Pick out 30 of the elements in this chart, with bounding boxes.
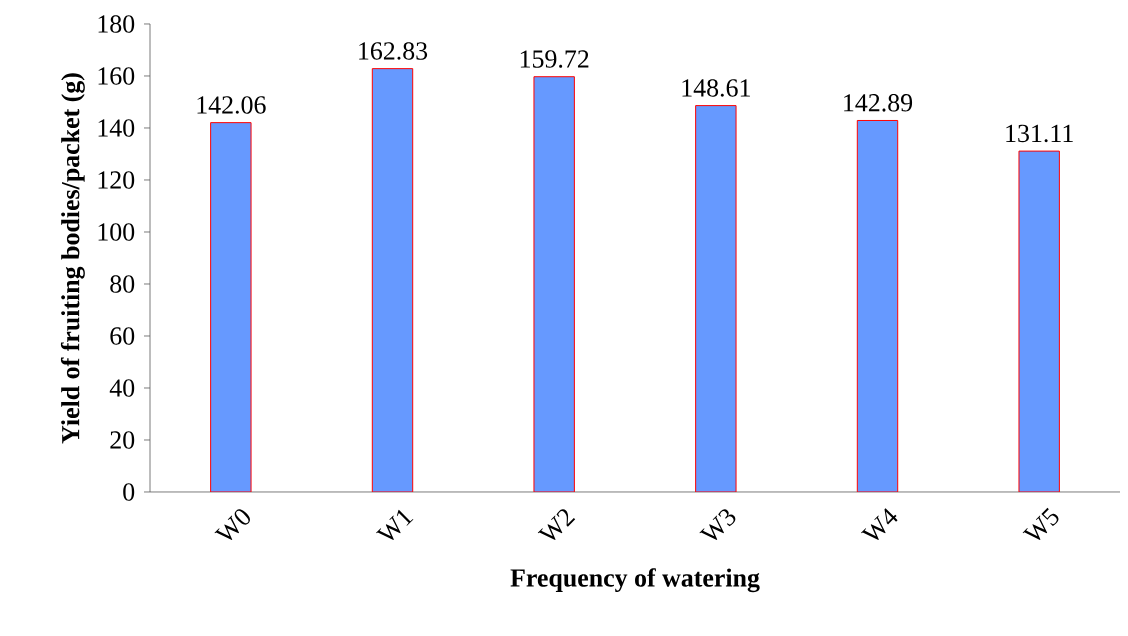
data-label: 148.61 — [682, 79, 750, 97]
bar — [533, 76, 575, 492]
data-label: 131.11 — [1006, 124, 1073, 143]
y-axis-title: Yield of fruiting bodies/packet (g) — [60, 73, 85, 444]
x-tick-label: W0 — [214, 509, 250, 541]
data-label: 159.72 — [520, 50, 589, 68]
y-tick-label: 20 — [110, 431, 135, 449]
x-tick-label: W2 — [537, 509, 576, 541]
y-tick-label: 120 — [98, 171, 135, 189]
data-label: 142.06 — [197, 96, 266, 114]
y-tick-label: 160 — [98, 67, 135, 85]
bar — [856, 119, 899, 492]
bar — [210, 122, 252, 492]
x-tick-label: W1 — [376, 509, 414, 541]
data-label: 142.89 — [844, 94, 913, 112]
data-label: 162.83 — [359, 42, 428, 60]
bar — [1018, 150, 1060, 492]
y-tick-label: 80 — [110, 275, 135, 293]
y-tick-label: 40 — [109, 379, 135, 397]
y-tick-label: 180 — [98, 15, 135, 33]
x-tick-label: W5 — [1022, 507, 1059, 540]
x-tick-label: W3 — [699, 509, 736, 541]
x-tick-label: W4 — [861, 508, 898, 540]
x-axis-title: Frequency of watering — [510, 568, 760, 593]
y-tick-label: 0 — [123, 483, 135, 501]
bar — [695, 105, 737, 492]
y-tick-label: 60 — [110, 327, 135, 345]
bar — [371, 68, 414, 492]
y-tick-label: 140 — [98, 119, 135, 137]
y-tick-label: 100 — [98, 223, 135, 241]
